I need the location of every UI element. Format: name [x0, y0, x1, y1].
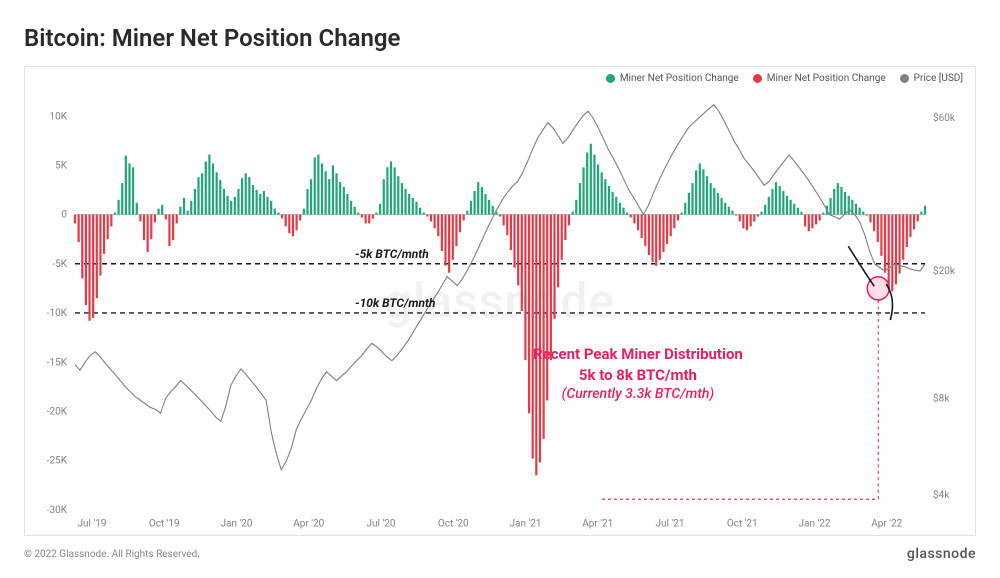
svg-text:$8k: $8k: [933, 391, 950, 404]
chart-title: Bitcoin: Miner Net Position Change: [24, 24, 976, 52]
legend-label-price: Price [USD]: [914, 73, 963, 84]
svg-text:-20K: -20K: [47, 404, 68, 417]
annotation-line1: Recent Peak Miner Distribution: [533, 344, 743, 364]
svg-text:Apr '21: Apr '21: [582, 516, 613, 529]
annotation-text: Recent Peak Miner Distribution 5k to 8k …: [533, 344, 743, 403]
svg-text:Jan '20: Jan '20: [221, 516, 253, 529]
svg-text:5K: 5K: [55, 158, 67, 171]
legend-item-neg: Miner Net Position Change: [753, 73, 886, 84]
legend-swatch-price: [900, 74, 909, 83]
chart-legend: Miner Net Position Change Miner Net Posi…: [606, 73, 963, 84]
legend-label-neg: Miner Net Position Change: [767, 73, 886, 84]
svg-text:Jul '21: Jul '21: [656, 516, 685, 529]
copyright-text: © 2022 Glassnode. All Rights Reserved.: [24, 549, 200, 560]
svg-text:-10K: -10K: [47, 306, 68, 319]
ref-line-label-5k: -5k BTC/mnth: [355, 247, 429, 261]
legend-item-pos: Miner Net Position Change: [606, 73, 739, 84]
svg-text:Oct '21: Oct '21: [727, 516, 758, 529]
legend-label-pos: Miner Net Position Change: [620, 73, 739, 84]
svg-text:-25K: -25K: [47, 453, 68, 466]
legend-swatch-neg: [753, 74, 762, 83]
svg-text:$60k: $60k: [933, 111, 956, 124]
svg-text:Jan '21: Jan '21: [510, 516, 542, 529]
svg-text:Apr '20: Apr '20: [293, 516, 324, 529]
brand-logo: glassnode: [907, 546, 976, 562]
legend-item-price: Price [USD]: [900, 73, 963, 84]
svg-text:Oct '20: Oct '20: [438, 516, 469, 529]
svg-text:$4k: $4k: [933, 488, 950, 501]
svg-text:Jul '20: Jul '20: [367, 516, 396, 529]
ref-line-label-10k: -10k BTC/mnth: [355, 296, 435, 310]
svg-text:-15K: -15K: [47, 355, 68, 368]
svg-text:-5K: -5K: [52, 257, 67, 270]
svg-text:0: 0: [61, 207, 67, 220]
svg-text:10K: 10K: [49, 109, 67, 122]
svg-text:Jan '22: Jan '22: [799, 516, 831, 529]
chart-area: Miner Net Position Change Miner Net Posi…: [24, 66, 976, 536]
chart-svg: -30K -25K -20K -15K -10K -5K 0 5K 10K $4k $8k $20k $…: [25, 67, 975, 535]
svg-text:$20k: $20k: [933, 264, 956, 277]
legend-swatch-pos: [606, 74, 615, 83]
svg-text:-30K: -30K: [47, 503, 68, 516]
svg-text:Oct '19: Oct '19: [149, 516, 180, 529]
annotation-line3: (Currently 3.3k BTC/mth): [533, 385, 743, 404]
svg-text:Apr '22: Apr '22: [871, 516, 902, 529]
annotation-line2: 5k to 8k BTC/mth: [533, 365, 743, 385]
svg-text:Jul '19: Jul '19: [78, 516, 107, 529]
